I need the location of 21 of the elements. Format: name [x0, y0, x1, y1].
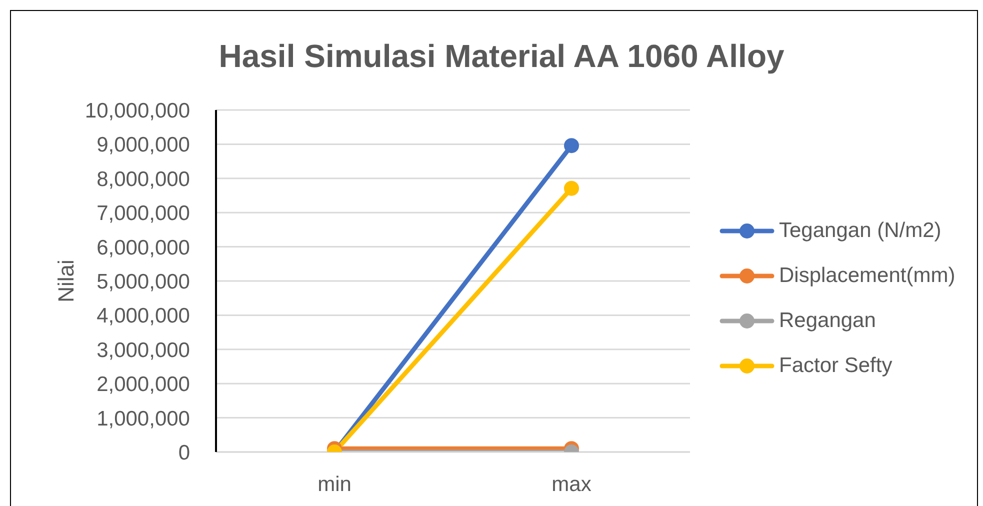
point: [564, 180, 579, 196]
x-tick-label: max: [552, 472, 592, 496]
y-tick-label: 0: [178, 441, 190, 464]
y-tick-label: 7,000,000: [96, 202, 190, 226]
y-tick-label: 8,000,000: [96, 168, 190, 191]
legend-label: Tegangan (N/m2): [779, 218, 942, 242]
legend-label: Displacement(mm): [779, 264, 956, 288]
y-tick-label: 1,000,000: [96, 407, 190, 430]
y-tick-label: 10,000,000: [84, 99, 190, 122]
legend-label: Factor Sefty: [779, 354, 892, 378]
point: [564, 138, 579, 154]
y-tick-label: 2,000,000: [96, 373, 190, 396]
y-tick-label: 6,000,000: [96, 236, 190, 260]
y-axis-title: Nilai: [54, 260, 78, 302]
y-tick-label: 3,000,000: [96, 338, 190, 362]
legend-label: Regangan: [779, 308, 876, 332]
y-tick-label: 4,000,000: [96, 304, 190, 328]
y-tick-label: 5,000,000: [96, 270, 190, 294]
y-tick-label: 9,000,000: [96, 134, 190, 157]
chart-title: Hasil Simulasi Material AA 1060 Alloy: [218, 38, 784, 74]
x-tick-label: min: [318, 472, 352, 496]
